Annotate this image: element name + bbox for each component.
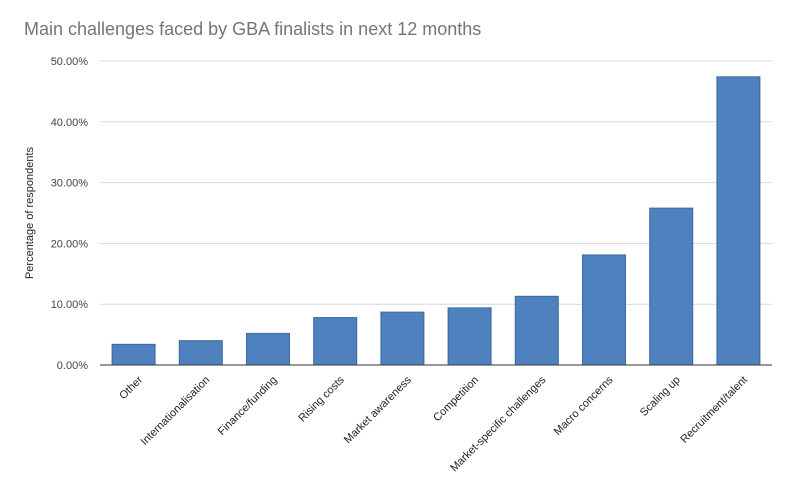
- y-tick-label: 50.00%: [51, 56, 89, 68]
- labels: 0.00% 10.00% 20.00% 30.00% 40.00% 50.00% Other…: [24, 56, 750, 474]
- bar: [716, 76, 761, 366]
- bar: [245, 332, 291, 366]
- bar: [514, 295, 559, 366]
- x-tick-label: Internationalisation: [139, 374, 213, 448]
- x-tick-label: Macro concerns: [552, 374, 616, 438]
- bar: [178, 340, 223, 366]
- bars: [111, 76, 761, 366]
- y-tick-label: 40.00%: [51, 117, 89, 129]
- x-tick-label: Competition: [431, 374, 481, 424]
- chart-title: Main challenges faced by GBA finalists i…: [24, 19, 482, 39]
- x-tick-label: Finance/funding: [216, 374, 280, 438]
- y-tick-label: 30.00%: [51, 178, 89, 190]
- y-tick-label: 10.00%: [51, 299, 89, 311]
- x-tick-label: Market awareness: [342, 374, 414, 446]
- bar: [649, 207, 694, 366]
- y-tick-label: 20.00%: [51, 238, 89, 250]
- bar: [581, 254, 627, 366]
- bar: [380, 311, 425, 366]
- bar: [313, 317, 358, 366]
- x-tick-label: Rising costs: [296, 374, 347, 425]
- bar: [447, 307, 492, 366]
- y-axis-title: Percentage of respondents: [24, 146, 36, 279]
- x-tick-label: Scaling up: [638, 374, 683, 419]
- x-tick-label: Recruitment/talent: [678, 374, 750, 446]
- bar: [111, 343, 156, 366]
- x-tick-label: Other: [117, 374, 145, 402]
- y-tick-label: 0.00%: [57, 360, 88, 372]
